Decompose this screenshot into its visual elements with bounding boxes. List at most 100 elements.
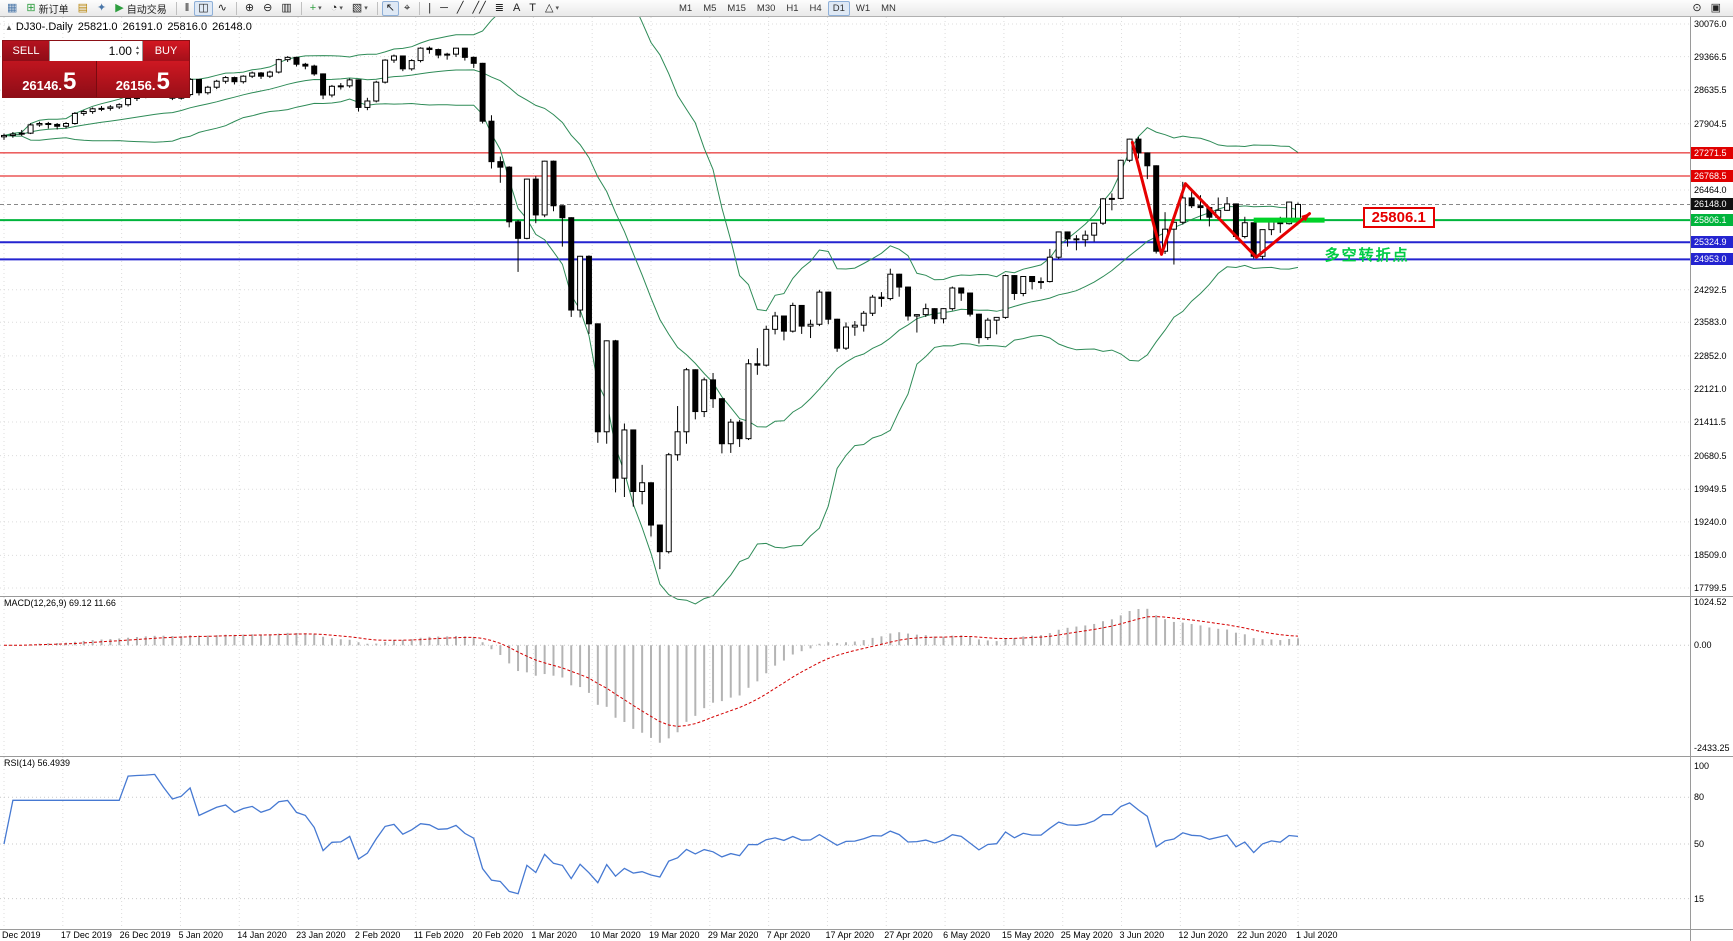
price-badge: 27271.5 <box>1691 146 1733 159</box>
axis-label: 27904.5 <box>1694 118 1727 129</box>
timeframe-mn-button[interactable]: MN <box>881 2 896 14</box>
time-axis-label: 27 Apr 2020 <box>884 930 933 940</box>
volume-spinner[interactable]: ▴ ▾ <box>136 45 139 57</box>
zoom-out-icon: ⊖ <box>263 1 273 14</box>
candlestick-chart-button[interactable]: ◫ <box>194 0 213 16</box>
volume-value[interactable]: 1.00 <box>108 44 132 58</box>
new-order-button-label: 新订单 <box>38 4 69 16</box>
sell-price-display[interactable]: 26146. 5 <box>3 61 97 97</box>
tile-windows-icon: ▥ <box>281 1 292 14</box>
vertical-line-button[interactable]: | <box>424 1 435 16</box>
rsi-panel-splitter[interactable] <box>0 755 1733 758</box>
toolbar-separator <box>235 1 237 15</box>
timeframe-h4-button[interactable]: H4 <box>809 2 822 14</box>
chart-list-icon: ▣ <box>1710 1 1721 14</box>
toolbar-separator <box>376 1 378 15</box>
fibonacci-button[interactable]: ≣ <box>491 1 508 16</box>
macd-panel-splitter[interactable] <box>0 595 1733 598</box>
new-chart-icon: ▦ <box>7 1 18 14</box>
new-chart-button[interactable]: ▦ <box>3 1 21 16</box>
time-axis[interactable]: Dec 2019 17 Dec 2019 26 Dec 2019 5 Jan 2020… <box>0 930 1690 941</box>
price-callout[interactable]: 25806.1 <box>1362 207 1435 229</box>
price-badge: 24953.0 <box>1691 253 1733 266</box>
rsi-indicator-label: RSI(14) 56.4939 <box>4 758 70 768</box>
timeframe-m15-button[interactable]: M15 <box>727 2 746 14</box>
price-axis[interactable]: 30076.0 29366.5 28635.5 27904.5 26464.0 24292… <box>1691 0 1733 941</box>
new-order-button[interactable]: ⊞ 新订单 <box>22 1 72 16</box>
axis-label: 15 <box>1694 893 1705 904</box>
timeframe-w1-button[interactable]: W1 <box>855 2 871 14</box>
cursor-button[interactable]: ↖ <box>381 0 399 16</box>
time-axis-label: 15 May 2020 <box>1001 930 1054 940</box>
zoom-in-icon: ⊕ <box>244 1 255 14</box>
vertical-line-icon: | <box>428 1 432 14</box>
timeframe-m1-button[interactable]: M1 <box>679 2 693 14</box>
zoom-in-button[interactable]: ⊕ <box>241 1 258 16</box>
tile-windows-button[interactable]: ▥ <box>277 1 295 16</box>
time-axis-label: 25 May 2020 <box>1060 930 1113 940</box>
shapes-button[interactable]: △ ▾ <box>541 1 563 16</box>
buy-price-display[interactable]: 26156. 5 <box>96 61 189 97</box>
text-label-button[interactable]: T <box>525 1 540 16</box>
channel-icon: ╱╱ <box>472 1 486 14</box>
crosshair-icon: ⌖ <box>404 1 411 14</box>
sell-button[interactable]: SELL <box>3 41 49 61</box>
auto-trading-button[interactable]: ▶ 自动交易 <box>111 1 170 16</box>
chart-profiles-button[interactable]: ▤ <box>74 1 92 16</box>
horizontal-level-lines[interactable] <box>0 152 1690 261</box>
toolbar-separator <box>300 1 302 15</box>
text-button[interactable]: A <box>509 1 524 16</box>
auto-trading-icon: ▶ <box>115 1 124 14</box>
ohlc-low: 25816.0 <box>167 21 208 33</box>
ohlc-high: 26191.0 <box>122 21 163 33</box>
volume-field[interactable]: 1.00 ▴ ▾ <box>49 41 143 61</box>
time-axis-label: 3 Jun 2020 <box>1119 930 1165 940</box>
candlestick-icon: ◫ <box>198 1 209 14</box>
horizontal-line-button[interactable]: ─ <box>436 1 452 16</box>
time-axis-label: 17 Dec 2019 <box>60 930 112 940</box>
axis-label: -2433.25 <box>1694 743 1730 753</box>
bar-chart-button[interactable]: ‖ <box>181 1 194 16</box>
line-chart-button[interactable]: ∿ <box>214 1 231 16</box>
timeframe-d1-button[interactable]: D1 <box>827 0 850 16</box>
time-axis-label: 1 Mar 2020 <box>531 930 577 940</box>
timeframe-m5-button[interactable]: M5 <box>703 2 717 14</box>
chart-list-button[interactable]: ▣ <box>1707 1 1725 16</box>
macd-indicator-label: MACD(12,26,9) 69.12 11.66 <box>4 598 116 608</box>
macd-values: 69.12 11.66 <box>69 598 116 608</box>
templates-button[interactable]: ▧ ▾ <box>348 1 372 16</box>
quick-search-button[interactable]: ⊙ <box>1688 1 1705 16</box>
turning-point-label[interactable]: 多空转折点 <box>1324 247 1410 265</box>
axis-label: 29366.5 <box>1694 51 1727 62</box>
axis-label: 19949.5 <box>1694 484 1727 495</box>
timeframe-h1-button[interactable]: H1 <box>786 2 799 14</box>
annotations[interactable] <box>1130 140 1325 259</box>
trendline-button[interactable]: ╱ <box>453 1 468 16</box>
channel-button[interactable]: ╱╱ <box>468 1 489 16</box>
time-axis-label: 2 Feb 2020 <box>354 930 401 940</box>
axis-label: 50 <box>1694 839 1705 849</box>
dropdown-caret-icon: ▾ <box>339 5 343 12</box>
crosshair-button[interactable]: ⌖ <box>400 1 414 16</box>
ohlc-open: 25821.0 <box>77 21 118 33</box>
periods-button[interactable]: ◔ ▾ <box>327 1 347 16</box>
text-icon: A <box>512 1 521 14</box>
time-axis-label: 11 Feb 2020 <box>413 930 464 940</box>
symbol-arrow-icon: ▲ <box>5 23 13 32</box>
shapes-icon: △ <box>545 1 554 14</box>
dropdown-caret-icon: ▾ <box>318 5 322 12</box>
buy-button[interactable]: BUY <box>143 41 189 61</box>
indicators-button[interactable]: + ▾ <box>306 1 326 16</box>
spinner-up-icon[interactable]: ▴ <box>135 45 139 51</box>
timeframe-m30-button[interactable]: M30 <box>756 2 776 14</box>
magnifier-icon: ⊙ <box>1692 1 1702 14</box>
buy-price-big: 5 <box>156 68 170 96</box>
axis-label: 24292.5 <box>1694 284 1727 295</box>
navigator-button[interactable]: ✦ <box>93 1 110 16</box>
new-order-icon: ⊞ <box>26 1 36 14</box>
toolbar-right-group: ⊙ ▣ <box>1688 1 1726 16</box>
spinner-down-icon[interactable]: ▾ <box>135 51 139 57</box>
zoom-out-button[interactable]: ⊖ <box>259 1 276 16</box>
time-axis-label: 19 Mar 2020 <box>649 930 700 940</box>
